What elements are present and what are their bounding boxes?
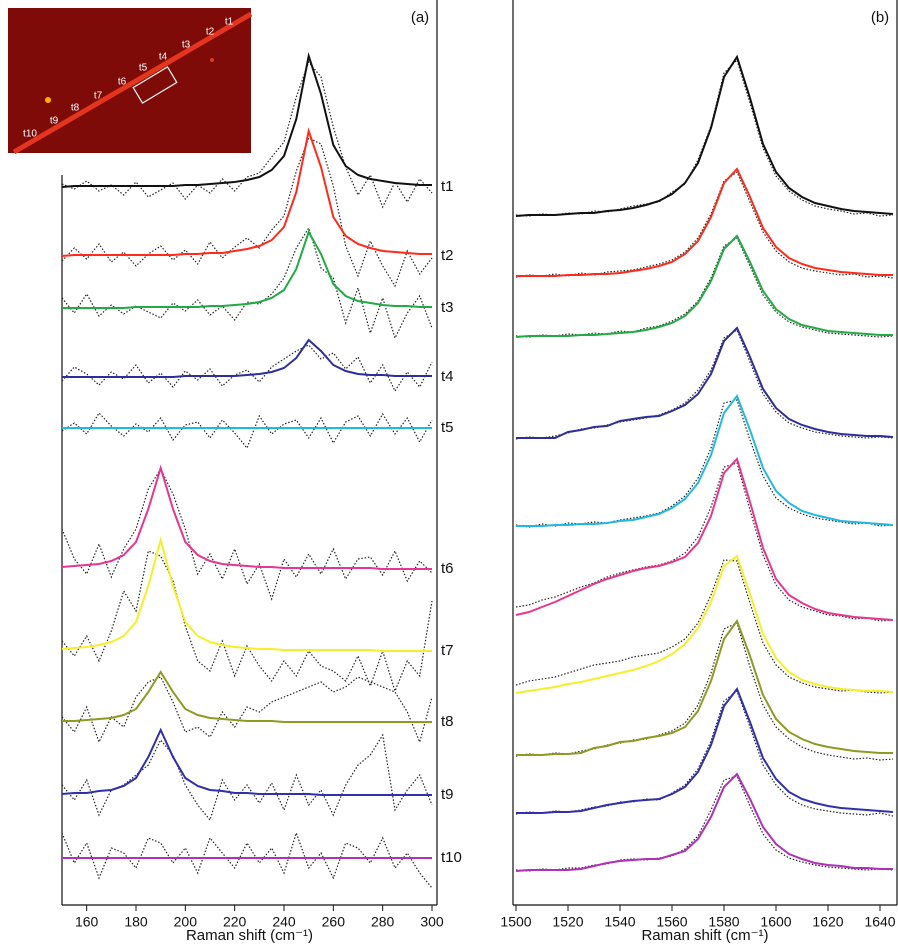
spot — [45, 97, 51, 103]
measured-trace — [61, 831, 433, 889]
fit-trace — [61, 127, 432, 257]
inset-label: t4 — [159, 52, 168, 63]
measured-trace — [515, 622, 894, 761]
inset-label: t7 — [94, 91, 103, 102]
x-axis-title: Raman shift (cm⁻¹) — [641, 927, 768, 944]
x-tick-label: 1620 — [812, 914, 843, 930]
fit-trace — [62, 229, 432, 309]
fit-trace — [516, 393, 894, 527]
trace-label: t8 — [441, 713, 454, 730]
nanotube — [12, 11, 253, 155]
inset-label: t8 — [71, 103, 80, 114]
trace-label: t9 — [441, 786, 454, 803]
x-tick-label: 200 — [174, 914, 198, 930]
fit-trace — [515, 554, 894, 694]
fit-trace — [61, 464, 432, 570]
x-tick-label: 1600 — [760, 914, 791, 930]
inset-label: t5 — [139, 63, 148, 74]
inset-label: t10 — [23, 129, 37, 140]
fit-trace — [516, 326, 894, 439]
fit-trace — [515, 234, 893, 338]
measured-trace — [515, 462, 894, 622]
measured-trace — [61, 733, 433, 822]
x-tick-label: 1500 — [500, 914, 531, 930]
measured-trace — [61, 676, 433, 744]
inset-label: t6 — [118, 77, 127, 88]
fit-trace — [516, 618, 893, 756]
measured-trace — [61, 550, 433, 693]
fit-trace — [515, 772, 893, 872]
measured-trace — [61, 137, 433, 288]
measured-trace — [515, 775, 894, 872]
fit-trace — [516, 686, 894, 814]
measured-trace — [61, 412, 433, 450]
x-axis-title: Raman shift (cm⁻¹) — [186, 927, 313, 944]
fit-trace — [61, 52, 432, 188]
x-tick-label: 1540 — [604, 914, 635, 930]
fit-trace — [62, 338, 432, 378]
x-tick-label: 280 — [371, 914, 395, 930]
inset-image — [8, 8, 253, 155]
fit-trace — [62, 670, 432, 723]
fit-trace — [515, 457, 894, 621]
inset-label: t9 — [50, 116, 59, 127]
inset-background — [8, 8, 251, 153]
x-tick-label: 1520 — [552, 914, 583, 930]
panel-label: (a) — [411, 9, 429, 26]
trace-label: t10 — [441, 849, 462, 866]
fit-trace — [516, 167, 893, 277]
x-tick-label: 220 — [223, 914, 247, 930]
measured-trace — [515, 58, 894, 217]
trace-label: t6 — [441, 560, 454, 577]
trace-label: t5 — [441, 419, 454, 436]
spot — [210, 58, 214, 62]
measured-trace — [61, 226, 433, 340]
fit-trace — [515, 54, 894, 217]
panel-label: (b) — [871, 9, 889, 26]
trace-label: t3 — [441, 299, 454, 316]
measured-trace — [515, 399, 894, 528]
trace-label: t1 — [441, 178, 454, 195]
x-tick-label: 1560 — [656, 914, 687, 930]
measured-trace — [515, 559, 894, 694]
selection-box — [132, 66, 178, 104]
measured-trace — [61, 60, 433, 209]
fit-trace — [61, 727, 432, 796]
measured-trace — [515, 237, 894, 338]
fit-trace — [61, 536, 432, 652]
x-tick-label: 300 — [420, 914, 444, 930]
x-tick-label: 160 — [75, 914, 99, 930]
inset-label: t1 — [225, 17, 234, 28]
x-tick-label: 1640 — [864, 914, 895, 930]
inset-label: t2 — [206, 27, 215, 38]
trace-label: t2 — [441, 247, 454, 264]
measured-trace — [515, 171, 894, 279]
trace-label: t7 — [441, 642, 454, 659]
x-tick-label: 240 — [272, 914, 296, 930]
x-tick-label: 1580 — [708, 914, 739, 930]
measured-trace — [61, 467, 433, 601]
x-tick-label: 260 — [322, 914, 346, 930]
x-tick-label: 180 — [124, 914, 148, 930]
measured-trace — [61, 344, 433, 393]
inset-labels: t1 t2 t3 t4 t5 t6 t7 t8 t9 t10 — [23, 17, 234, 140]
trace-label: t4 — [441, 368, 454, 385]
inset-label: t3 — [182, 40, 191, 51]
